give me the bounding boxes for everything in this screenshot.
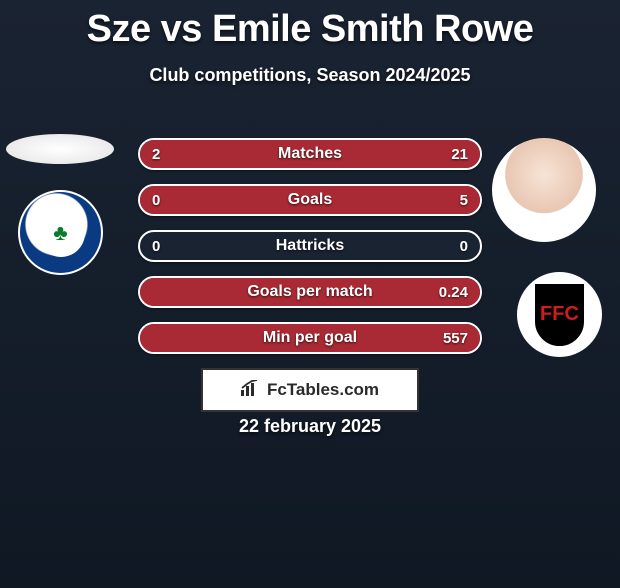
player-left-photo <box>6 134 114 164</box>
club-right-badge: FFC <box>517 272 602 357</box>
stat-row: 0Hattricks0 <box>138 230 482 262</box>
brand-text: FcTables.com <box>267 380 379 400</box>
stat-value-right: 0 <box>460 238 468 255</box>
player-right-photo <box>492 138 596 242</box>
stat-label: Min per goal <box>140 329 480 347</box>
stat-row: 2Matches21 <box>138 138 482 170</box>
fulham-shield: FFC <box>532 281 587 349</box>
subtitle: Club competitions, Season 2024/2025 <box>0 65 620 86</box>
stat-value-right: 557 <box>443 330 468 347</box>
tree-icon: ♣ <box>53 220 67 246</box>
comparison-panel: ♣ FFC 2Matches210Goals50Hattricks0Goals … <box>0 116 620 436</box>
stat-label: Goals per match <box>140 283 480 301</box>
stat-label: Goals <box>140 191 480 209</box>
date: 22 february 2025 <box>0 416 620 437</box>
chart-icon <box>241 380 261 401</box>
stat-value-right: 5 <box>460 192 468 209</box>
stat-label: Hattricks <box>140 237 480 255</box>
stat-row: Min per goal557 <box>138 322 482 354</box>
fulham-shield-letters: FFC <box>540 303 579 326</box>
brand-box: FcTables.com <box>201 368 419 412</box>
club-left-badge: ♣ <box>18 190 103 275</box>
stat-rows: 2Matches210Goals50Hattricks0Goals per ma… <box>138 138 482 368</box>
wigan-badge-inner: ♣ <box>37 209 85 257</box>
stat-value-right: 21 <box>451 146 468 163</box>
stat-label: Matches <box>140 145 480 163</box>
stat-row: Goals per match0.24 <box>138 276 482 308</box>
page-title: Sze vs Emile Smith Rowe <box>0 8 620 51</box>
stat-row: 0Goals5 <box>138 184 482 216</box>
stat-value-right: 0.24 <box>439 284 468 301</box>
